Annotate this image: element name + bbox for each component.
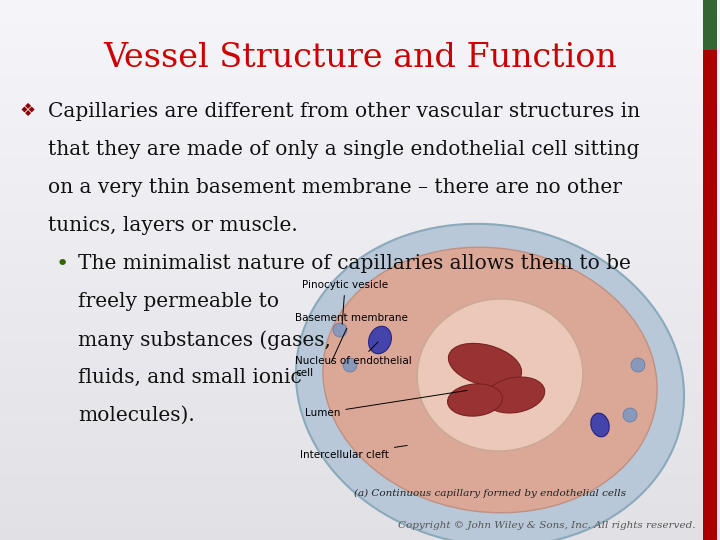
Bar bbox=[0, 486, 720, 497]
Bar bbox=[0, 378, 720, 389]
Text: Lumen: Lumen bbox=[305, 390, 467, 418]
Bar bbox=[0, 97, 720, 108]
Bar bbox=[0, 367, 720, 378]
Bar bbox=[0, 432, 720, 443]
Bar bbox=[0, 65, 720, 76]
Bar bbox=[0, 335, 720, 346]
Bar bbox=[0, 270, 720, 281]
Bar bbox=[0, 119, 720, 130]
Text: tunics, layers or muscle.: tunics, layers or muscle. bbox=[48, 216, 298, 235]
Bar bbox=[0, 22, 720, 32]
Text: Pinocytic vesicle: Pinocytic vesicle bbox=[302, 280, 388, 324]
Bar bbox=[0, 184, 720, 194]
Bar bbox=[0, 0, 720, 11]
Text: Nucleus of endothelial
cell: Nucleus of endothelial cell bbox=[295, 342, 412, 378]
Text: on a very thin basement membrane – there are no other: on a very thin basement membrane – there… bbox=[48, 178, 622, 197]
Text: Basement membrane: Basement membrane bbox=[295, 313, 408, 362]
Bar bbox=[0, 410, 720, 421]
Bar bbox=[0, 421, 720, 432]
Bar bbox=[0, 151, 720, 162]
Text: Intercellular cleft: Intercellular cleft bbox=[300, 446, 408, 460]
Bar bbox=[0, 443, 720, 454]
Bar bbox=[0, 173, 720, 184]
Ellipse shape bbox=[485, 377, 545, 413]
Text: Capillaries are different from other vascular structures in: Capillaries are different from other vas… bbox=[48, 102, 640, 121]
Bar bbox=[0, 389, 720, 400]
Bar bbox=[0, 259, 720, 270]
Bar bbox=[0, 475, 720, 486]
Ellipse shape bbox=[448, 384, 503, 416]
Bar bbox=[0, 238, 720, 248]
Bar bbox=[0, 227, 720, 238]
Bar bbox=[0, 464, 720, 475]
Bar bbox=[0, 454, 720, 464]
Bar bbox=[0, 11, 720, 22]
Text: molecules).: molecules). bbox=[78, 406, 194, 425]
Bar bbox=[703, 0, 717, 540]
Text: many substances (gases,: many substances (gases, bbox=[78, 330, 331, 350]
Bar bbox=[0, 313, 720, 324]
Bar bbox=[0, 194, 720, 205]
Bar bbox=[0, 292, 720, 302]
Bar bbox=[0, 281, 720, 292]
Text: (a) Continuous capillary formed by endothelial cells: (a) Continuous capillary formed by endot… bbox=[354, 489, 626, 498]
Bar bbox=[0, 497, 720, 508]
Circle shape bbox=[623, 408, 637, 422]
Bar bbox=[0, 86, 720, 97]
Bar bbox=[0, 216, 720, 227]
Bar bbox=[0, 324, 720, 335]
Text: Vessel Structure and Function: Vessel Structure and Function bbox=[103, 42, 617, 74]
Circle shape bbox=[333, 323, 347, 337]
Bar bbox=[0, 162, 720, 173]
Ellipse shape bbox=[369, 326, 392, 354]
Circle shape bbox=[343, 358, 357, 372]
Text: The minimalist nature of capillaries allows them to be: The minimalist nature of capillaries all… bbox=[78, 254, 631, 273]
Ellipse shape bbox=[417, 299, 582, 451]
Bar bbox=[0, 54, 720, 65]
Bar bbox=[0, 302, 720, 313]
Ellipse shape bbox=[591, 413, 609, 437]
Bar bbox=[0, 529, 720, 540]
Ellipse shape bbox=[296, 224, 684, 540]
Text: Copyright © John Wiley & Sons, Inc. All rights reserved.: Copyright © John Wiley & Sons, Inc. All … bbox=[397, 521, 695, 530]
Bar bbox=[0, 518, 720, 529]
Bar bbox=[0, 205, 720, 216]
Bar bbox=[0, 400, 720, 410]
Bar bbox=[0, 43, 720, 54]
Ellipse shape bbox=[323, 247, 657, 513]
Text: •: • bbox=[55, 254, 68, 274]
Bar bbox=[0, 248, 720, 259]
Ellipse shape bbox=[449, 343, 521, 387]
Bar bbox=[0, 130, 720, 140]
Bar bbox=[703, 0, 717, 50]
Circle shape bbox=[631, 358, 645, 372]
Bar bbox=[0, 140, 720, 151]
Bar bbox=[0, 32, 720, 43]
Text: that they are made of only a single endothelial cell sitting: that they are made of only a single endo… bbox=[48, 140, 639, 159]
Bar bbox=[0, 76, 720, 86]
Bar bbox=[0, 356, 720, 367]
Text: ❖: ❖ bbox=[20, 102, 36, 120]
Bar bbox=[0, 346, 720, 356]
Text: freely permeable to: freely permeable to bbox=[78, 292, 279, 311]
Text: fluids, and small ionic: fluids, and small ionic bbox=[78, 368, 302, 387]
Bar bbox=[0, 108, 720, 119]
Bar bbox=[0, 508, 720, 518]
